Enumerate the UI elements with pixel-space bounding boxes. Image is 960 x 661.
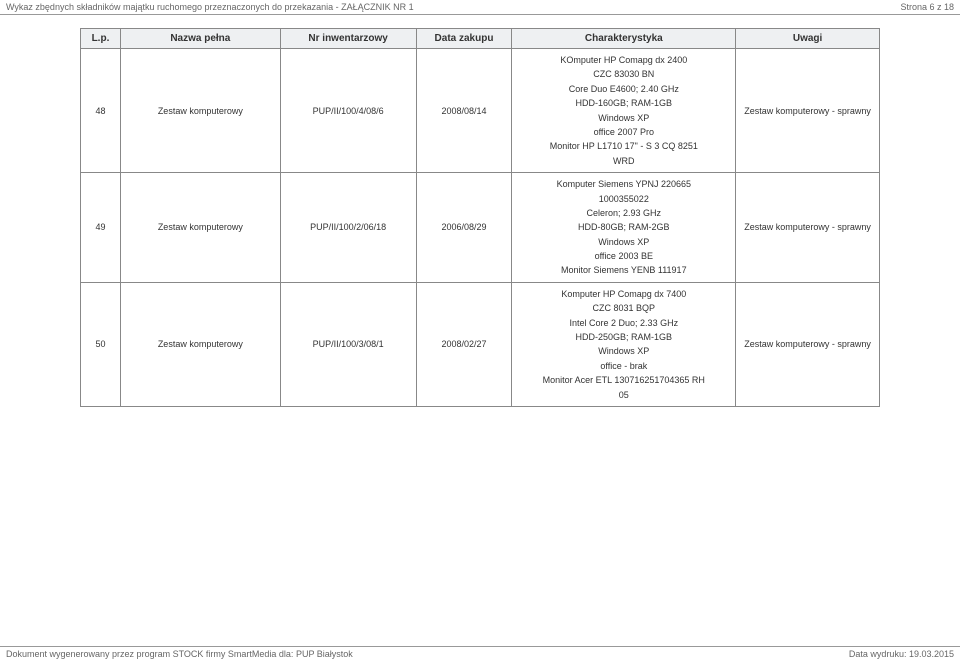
table-row: 50 Zestaw komputerowy PUP/II/100/3/08/1 … <box>81 282 880 406</box>
char-line: CZC 83030 BN <box>518 67 729 81</box>
cell-inv: PUP/II/100/2/06/18 <box>280 173 416 283</box>
col-header-char: Charakterystyka <box>512 29 736 49</box>
col-header-name: Nazwa pełna <box>120 29 280 49</box>
char-line: 1000355022 <box>518 192 729 206</box>
header-left: Wykaz zbędnych składników majątku ruchom… <box>6 2 414 12</box>
char-line: Intel Core 2 Duo; 2.33 GHz <box>518 316 729 330</box>
cell-char: Komputer Siemens YPNJ 220665 1000355022 … <box>512 173 736 283</box>
char-line: KOmputer HP Comapg dx 2400 <box>518 53 729 67</box>
table-row: 49 Zestaw komputerowy PUP/II/100/2/06/18… <box>81 173 880 283</box>
cell-date: 2008/02/27 <box>416 282 512 406</box>
cell-char: KOmputer HP Comapg dx 2400 CZC 83030 BN … <box>512 49 736 173</box>
col-header-lp: L.p. <box>81 29 121 49</box>
char-line: 05 <box>518 388 729 402</box>
char-line: HDD-80GB; RAM-2GB <box>518 220 729 234</box>
char-line: HDD-250GB; RAM-1GB <box>518 330 729 344</box>
char-line: office - brak <box>518 359 729 373</box>
table-body: 48 Zestaw komputerowy PUP/II/100/4/08/6 … <box>81 49 880 407</box>
cell-name: Zestaw komputerowy <box>120 49 280 173</box>
cell-date: 2008/08/14 <box>416 49 512 173</box>
char-line: CZC 8031 BQP <box>518 301 729 315</box>
cell-note: Zestaw komputerowy - sprawny <box>736 49 880 173</box>
col-header-date: Data zakupu <box>416 29 512 49</box>
table-row: 48 Zestaw komputerowy PUP/II/100/4/08/6 … <box>81 49 880 173</box>
footer-left: Dokument wygenerowany przez program STOC… <box>6 649 353 659</box>
char-line: Monitor Siemens YENB 111917 <box>518 263 729 277</box>
page-footer: Dokument wygenerowany przez program STOC… <box>0 646 960 661</box>
header-right: Strona 6 z 18 <box>900 2 954 12</box>
char-line: Celeron; 2.93 GHz <box>518 206 729 220</box>
cell-name: Zestaw komputerowy <box>120 282 280 406</box>
char-line: Windows XP <box>518 111 729 125</box>
char-line: office 2003 BE <box>518 249 729 263</box>
inventory-table: L.p. Nazwa pełna Nr inwentarzowy Data za… <box>80 28 880 407</box>
char-line: Core Duo E4600; 2.40 GHz <box>518 82 729 96</box>
cell-inv: PUP/II/100/3/08/1 <box>280 282 416 406</box>
table-header-row: L.p. Nazwa pełna Nr inwentarzowy Data za… <box>81 29 880 49</box>
page-header: Wykaz zbędnych składników majątku ruchom… <box>0 0 960 15</box>
inventory-table-container: L.p. Nazwa pełna Nr inwentarzowy Data za… <box>80 28 880 407</box>
char-line: office 2007 Pro <box>518 125 729 139</box>
col-header-note: Uwagi <box>736 29 880 49</box>
col-header-inv: Nr inwentarzowy <box>280 29 416 49</box>
char-line: Monitor HP L1710 17" - S 3 CQ 8251 <box>518 139 729 153</box>
cell-inv: PUP/II/100/4/08/6 <box>280 49 416 173</box>
char-line: Windows XP <box>518 235 729 249</box>
cell-lp: 49 <box>81 173 121 283</box>
char-line: Windows XP <box>518 344 729 358</box>
cell-char: Komputer HP Comapg dx 7400 CZC 8031 BQP … <box>512 282 736 406</box>
char-line: WRD <box>518 154 729 168</box>
char-line: Komputer HP Comapg dx 7400 <box>518 287 729 301</box>
cell-lp: 50 <box>81 282 121 406</box>
footer-right: Data wydruku: 19.03.2015 <box>849 649 954 659</box>
cell-note: Zestaw komputerowy - sprawny <box>736 282 880 406</box>
cell-date: 2006/08/29 <box>416 173 512 283</box>
cell-note: Zestaw komputerowy - sprawny <box>736 173 880 283</box>
char-line: HDD-160GB; RAM-1GB <box>518 96 729 110</box>
char-line: Monitor Acer ETL 130716251704365 RH <box>518 373 729 387</box>
cell-lp: 48 <box>81 49 121 173</box>
cell-name: Zestaw komputerowy <box>120 173 280 283</box>
char-line: Komputer Siemens YPNJ 220665 <box>518 177 729 191</box>
